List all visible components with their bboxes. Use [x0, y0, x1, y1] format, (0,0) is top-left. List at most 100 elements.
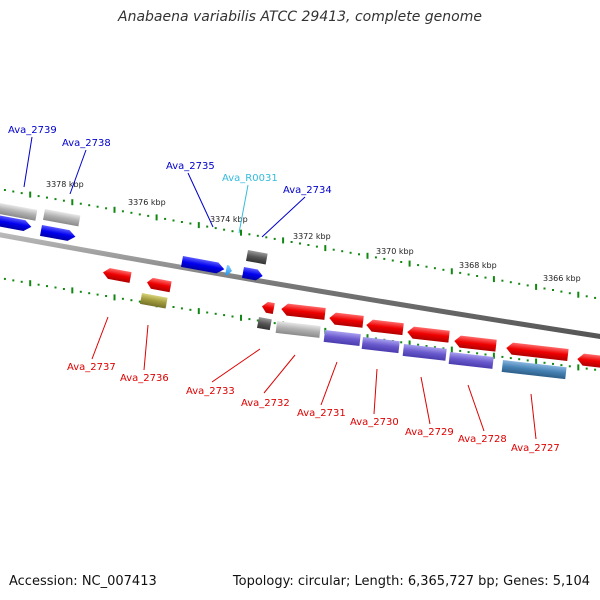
label-ava-2733[interactable]: Ava_2733: [186, 386, 235, 397]
label-ava-2737[interactable]: Ava_2737: [67, 362, 116, 373]
scale-minor-tick: [96, 205, 99, 208]
scale-minor-tick: [138, 213, 141, 216]
scale-minor-tick: [79, 202, 82, 205]
scale-labels: 3378 kbp 3376 kbp 3374 kbp 3372 kbp 3370…: [46, 180, 581, 283]
gene-ava-2732[interactable]: [281, 303, 326, 320]
gene-ava-2730[interactable]: [366, 319, 404, 336]
gene-ava-2733-dark[interactable]: [256, 317, 272, 331]
track-minor-tick: [273, 322, 276, 325]
leader-ava-2736: [143, 324, 149, 371]
gene-ava-2734[interactable]: [241, 267, 264, 281]
track-minor-tick: [518, 358, 521, 361]
scale-label-3370: 3370 kbp: [376, 247, 414, 256]
label-ava-2729[interactable]: Ava_2729: [405, 427, 454, 438]
gene-ava-2729[interactable]: [407, 326, 450, 343]
scale-major-tick: [492, 276, 495, 283]
label-ava-2732[interactable]: Ava_2732: [241, 398, 290, 409]
scale-minor-tick: [299, 242, 301, 245]
track-minor-tick: [37, 283, 40, 286]
gene-ava-2738[interactable]: [39, 225, 76, 242]
scale-minor-tick: [164, 217, 167, 220]
track-minor-tick: [594, 368, 597, 371]
label-ava-2735[interactable]: Ava_2735: [166, 161, 215, 172]
gene-ava-2736[interactable]: [146, 277, 172, 293]
track-minor-tick: [206, 311, 209, 314]
gene-ava-2739-gray[interactable]: [0, 203, 38, 221]
label-ava-2734[interactable]: Ava_2734: [283, 185, 332, 196]
gene-ava-2734-dark[interactable]: [245, 250, 268, 265]
label-ava-2730[interactable]: Ava_2730: [350, 417, 399, 428]
scale-minor-tick: [121, 210, 124, 213]
gene-ava-2726-partial[interactable]: [577, 353, 600, 369]
gene-ava-2729-purple[interactable]: [402, 344, 447, 361]
scale-minor-tick: [568, 292, 571, 295]
scale-minor-tick: [248, 233, 251, 236]
scale-minor-tick: [147, 214, 150, 217]
gene-ava-2732-gray[interactable]: [275, 321, 321, 338]
track-minor-tick: [433, 346, 436, 349]
gene-ava-2728[interactable]: [454, 335, 497, 352]
leader-ava-2734: [261, 196, 306, 238]
scale-minor-tick: [214, 227, 217, 230]
scale-minor-tick: [307, 244, 310, 246]
track-major-tick: [113, 294, 116, 301]
scale-minor-tick: [509, 281, 512, 284]
track-minor-tick: [3, 277, 6, 280]
label-ava-2738[interactable]: Ava_2738: [62, 138, 111, 149]
scale-minor-tick: [37, 195, 40, 198]
track-minor-tick: [96, 293, 99, 296]
track-minor-tick: [501, 355, 504, 358]
leader-ava-2729: [420, 376, 431, 425]
gene-ava-2728-purple[interactable]: [448, 352, 494, 369]
track-minor-tick: [105, 295, 108, 297]
scale-label-3372: 3372 kbp: [293, 232, 331, 241]
label-ava-2728[interactable]: Ava_2728: [458, 434, 507, 445]
gene-ava-2733[interactable]: [261, 301, 275, 315]
scale-minor-tick: [484, 276, 487, 279]
track-minor-tick: [12, 279, 15, 282]
track-major-tick: [197, 308, 200, 315]
leader-ava-2730: [373, 368, 378, 415]
track-minor-tick: [172, 306, 175, 308]
track-major-tick: [492, 352, 495, 359]
scale-minor-tick: [223, 228, 226, 231]
gene-ava-2731[interactable]: [329, 312, 364, 328]
map-title: Anabaena variabilis ATCC 29413, complete…: [118, 9, 482, 25]
gene-ava-2731-purple[interactable]: [323, 330, 361, 346]
gene-ava-r0031[interactable]: [225, 265, 233, 276]
track-minor-tick: [256, 319, 259, 322]
scale-minor-tick: [189, 222, 192, 225]
track-minor-tick: [560, 364, 563, 367]
label-ava-2727[interactable]: Ava_2727: [511, 443, 560, 454]
label-ava-2736[interactable]: Ava_2736: [120, 373, 169, 384]
scale-minor-tick: [349, 251, 352, 254]
track-minor-tick: [484, 353, 487, 356]
scale-major-tick: [450, 268, 453, 275]
scale-minor-tick: [341, 250, 344, 253]
label-ava-2739[interactable]: Ava_2739: [8, 125, 57, 136]
gene-ava-2737[interactable]: [102, 267, 132, 283]
track-minor-tick: [88, 292, 91, 295]
scale-minor-tick: [391, 259, 394, 262]
track-minor-tick: [509, 357, 512, 360]
gene-ava-2739[interactable]: [0, 214, 32, 232]
scale-minor-tick: [526, 284, 529, 287]
gene-ava-2727[interactable]: [506, 342, 569, 361]
gene-ava-2730-purple[interactable]: [361, 337, 400, 354]
scale-major-tick: [535, 283, 538, 290]
track-minor-tick: [189, 308, 192, 311]
scale-minor-tick: [425, 265, 428, 268]
label-ava-2731[interactable]: Ava_2731: [297, 408, 346, 419]
scale-minor-tick: [290, 241, 293, 243]
gene-ava-2736-olive[interactable]: [139, 293, 168, 309]
scale-minor-tick: [442, 268, 445, 271]
gene-ava-2738-gray[interactable]: [42, 209, 81, 227]
track-minor-tick: [79, 290, 82, 293]
label-ava-r0031[interactable]: Ava_R0031: [222, 173, 278, 184]
leader-ava-2731: [320, 361, 338, 406]
track-major-tick: [450, 346, 453, 353]
gene-ava-2727-steel[interactable]: [501, 360, 567, 380]
leader-ava-2728: [467, 384, 485, 432]
gene-ava-2735[interactable]: [180, 256, 225, 275]
